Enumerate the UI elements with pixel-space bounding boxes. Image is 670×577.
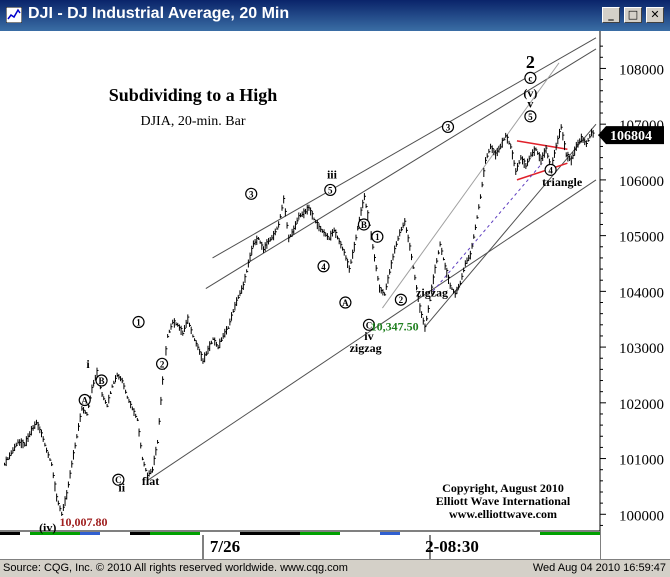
wave-label: c <box>528 73 532 83</box>
x-tick-label: 2-08:30 <box>425 537 479 556</box>
session-strip-segment <box>130 532 150 535</box>
wave-label: triangle <box>542 175 583 189</box>
x-axis-strip <box>0 531 600 559</box>
y-tick-label: 100000 <box>619 508 664 524</box>
copyright-line: Copyright, August 2010 <box>442 481 564 495</box>
y-axis-panel <box>600 31 670 559</box>
wave-label: zigzag <box>350 341 382 355</box>
wave-label: 5 <box>528 112 533 122</box>
y-tick-label: 101000 <box>619 453 664 469</box>
app-icon <box>6 7 22 23</box>
wave-circle <box>78 393 91 407</box>
x-tick-label: 7/26 <box>210 537 240 556</box>
wave-circle <box>95 374 108 387</box>
wave-label: 1 <box>136 318 141 328</box>
wave-label: flat <box>142 474 159 488</box>
wave-label: B <box>99 376 105 386</box>
session-strip-segment <box>80 532 100 535</box>
session-strip-segment <box>300 532 340 535</box>
close-button[interactable]: ✕ <box>646 7 664 23</box>
status-source: Source: CQG, Inc. © 2010 All rights rese… <box>3 562 348 574</box>
price-chart: 100000 101000 102000 103000 104000 105000 1060… <box>0 31 670 559</box>
dashed-trend-line <box>432 162 543 292</box>
y-tick-label: 106000 <box>619 174 664 190</box>
wave-label: iv <box>364 329 373 343</box>
wave-circle <box>112 473 125 486</box>
channel-line <box>205 48 597 289</box>
session-strip-segment <box>380 532 400 535</box>
copyright-block: Copyright, August 2010 Elliott Wave Inte… <box>436 481 571 521</box>
wave-circle <box>441 120 455 134</box>
wave-circle <box>317 260 330 273</box>
wave-label: 2 <box>160 359 165 369</box>
chart-area: 100000 101000 102000 103000 104000 105000 1060… <box>0 31 670 559</box>
minimize-button[interactable]: _ <box>602 7 620 23</box>
wave-circle <box>324 183 337 197</box>
price-annotation: 10,007.80 <box>60 515 108 529</box>
window-title: DJI - DJ Industrial Average, 20 Min <box>28 5 290 22</box>
status-bar: Source: CQG, Inc. © 2010 All rights rese… <box>0 559 670 577</box>
wave-label: (iv) <box>39 521 56 535</box>
plot-background <box>0 31 600 559</box>
wave-label: ii <box>118 481 125 495</box>
triangle-line <box>516 140 568 150</box>
wave-circle <box>524 110 537 123</box>
session-strip-segment <box>30 532 80 535</box>
last-price-marker: 106804 <box>598 126 664 145</box>
channel-line <box>146 179 597 482</box>
session-strip-segment <box>0 532 20 535</box>
wave-circle <box>371 230 384 243</box>
wave-label: zigzag <box>416 285 448 299</box>
title-bar: DJI - DJ Industrial Average, 20 Min _ □ … <box>0 0 670 31</box>
wave-label: B <box>361 220 367 230</box>
y-tick-label: 108000 <box>619 62 664 78</box>
y-tick-label: 102000 <box>619 397 664 413</box>
chart-title: Subdividing to a High <box>109 85 278 105</box>
wave-label: C <box>115 475 122 485</box>
wave-circle <box>132 315 145 329</box>
channel-line <box>382 62 560 309</box>
wave-label: v <box>527 97 533 111</box>
wave-circle <box>339 296 352 309</box>
y-tick-label: 104000 <box>619 285 664 301</box>
wave-label: 1 <box>375 232 380 242</box>
wave-label: C <box>366 320 373 330</box>
y-tick-label: 103000 <box>619 341 664 357</box>
publisher-line: Elliott Wave International <box>436 494 571 508</box>
wave-label: 3 <box>446 122 451 132</box>
session-strip-segment <box>540 532 600 535</box>
wave-label: (v) <box>523 86 537 100</box>
y-tick-label: 105000 <box>619 230 664 246</box>
price-annotation: 10,347.50 <box>371 319 419 333</box>
wave-circle <box>357 218 371 231</box>
wave-label: 4 <box>548 165 553 175</box>
wave-label: 2 <box>399 295 404 305</box>
session-strip-segment <box>150 532 200 535</box>
wave-circle <box>362 318 376 331</box>
wave-label: A <box>81 396 88 406</box>
last-price-label: 106804 <box>610 129 652 144</box>
website-line: www.elliottwave.com <box>449 507 557 521</box>
wave-label: A <box>342 298 349 308</box>
session-strip-segment <box>240 532 300 535</box>
maximize-button[interactable]: □ <box>624 7 642 23</box>
chart-subtitle: DJIA, 20-min. Bar <box>141 114 246 129</box>
status-timestamp: Wed Aug 04 2010 16:59:47 <box>532 562 666 574</box>
wave-circle <box>394 293 408 306</box>
wave-circle <box>155 357 169 370</box>
triangle-line <box>516 162 568 181</box>
wave-label: 3 <box>249 189 254 199</box>
wave-circle <box>524 71 537 85</box>
wave-label: 5 <box>328 185 333 195</box>
wave-label: iii <box>327 167 338 181</box>
wave-label: 2 <box>526 52 535 72</box>
wave-circle <box>245 187 258 200</box>
wave-circle <box>544 163 557 176</box>
wave-label: 4 <box>321 262 326 272</box>
wave-label: i <box>86 357 90 371</box>
